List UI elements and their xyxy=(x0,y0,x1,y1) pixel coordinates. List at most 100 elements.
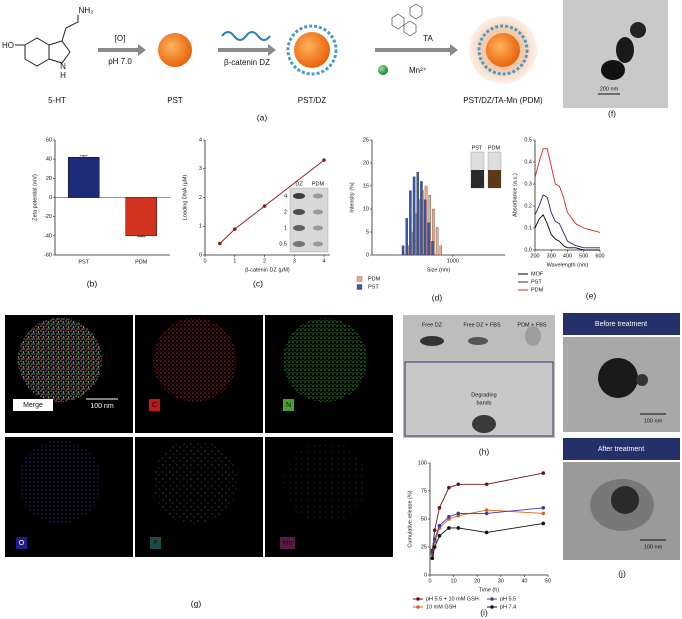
x-tick-label: 50 xyxy=(545,578,551,584)
line xyxy=(219,159,325,244)
bar xyxy=(409,190,412,256)
scale-bar-label: 100 nm xyxy=(644,418,663,424)
marker xyxy=(541,511,546,516)
legend-marker xyxy=(490,605,494,609)
y-tick-label: 0.0 xyxy=(524,247,532,253)
marker xyxy=(456,511,461,516)
particle xyxy=(598,358,638,398)
element-label: C xyxy=(152,402,157,409)
inset-label: PST xyxy=(472,145,483,151)
y-axis-title: Absorbance (a.u.) xyxy=(512,173,518,217)
line xyxy=(534,213,600,251)
marker xyxy=(430,556,435,560)
gel-band xyxy=(293,193,305,199)
scale-bar-label: 200 nm xyxy=(600,86,619,92)
x-tick-label: 0 xyxy=(203,258,206,264)
legend-swatch xyxy=(356,284,363,290)
legend-label: pH 5.5 xyxy=(500,596,516,602)
inset-label: PDM xyxy=(488,145,501,151)
marker xyxy=(437,534,442,538)
header-label: After treatment xyxy=(598,446,644,453)
legend-label: PDM xyxy=(368,276,381,282)
marker xyxy=(322,158,326,162)
panel-label: (h) xyxy=(479,446,490,456)
marker xyxy=(456,482,461,487)
legend-label: 10 mM GSH xyxy=(426,604,456,610)
x-tick-label: 0 xyxy=(428,578,431,584)
y-tick-label: 0.5 xyxy=(524,137,532,143)
element-label: Merge xyxy=(23,402,43,409)
scheme xyxy=(15,15,79,67)
y-tick-label: 0.4 xyxy=(524,159,532,165)
gel-band xyxy=(293,225,305,231)
ring-atom: H xyxy=(60,71,66,80)
benzene-ring xyxy=(24,37,50,67)
label-box xyxy=(149,399,160,411)
y-tick-label: 4 xyxy=(199,137,202,143)
y-tick-label: 0.3 xyxy=(524,181,532,187)
header xyxy=(563,438,680,460)
compound-label: PST/DZ xyxy=(298,96,327,105)
marker xyxy=(262,204,267,208)
marker xyxy=(456,526,461,530)
y-tick-label: 20 xyxy=(363,160,369,166)
header xyxy=(563,313,680,335)
pyrrole-ring xyxy=(48,40,71,64)
y-tick-label: 25 xyxy=(363,137,369,143)
legend-marker xyxy=(416,605,420,609)
band xyxy=(525,326,541,346)
bar xyxy=(435,227,439,256)
band xyxy=(472,415,496,433)
x-axis-title: Wavelength (nm) xyxy=(547,262,589,268)
y-axis-title: Intensity (%) xyxy=(349,182,355,213)
compound-label: PST/DZ/TA-Mn (PDM) xyxy=(463,96,543,105)
ring-atom: N xyxy=(60,62,66,71)
inset-label: PDM xyxy=(312,181,325,187)
y-tick-label: 100 xyxy=(418,460,427,466)
y-tick-label: 3 xyxy=(199,166,202,172)
marker xyxy=(432,528,437,532)
x-tick-label: PST xyxy=(78,259,89,265)
marker xyxy=(432,545,437,549)
bar xyxy=(405,218,408,256)
dna-strand xyxy=(221,31,271,41)
inset-label: 0.5 xyxy=(279,241,287,247)
tem-image xyxy=(563,0,668,108)
ta-molecule xyxy=(391,3,423,37)
label-box xyxy=(150,537,161,549)
bar xyxy=(431,241,434,256)
y-tick-label: 0 xyxy=(49,195,52,201)
lane-label: Free DZ xyxy=(422,322,443,328)
bar xyxy=(423,199,427,256)
gel-band xyxy=(313,225,323,231)
marker xyxy=(447,526,451,530)
x-tick-label: 2 xyxy=(263,258,266,264)
bar xyxy=(67,157,100,198)
gel-band xyxy=(313,209,323,215)
x-tick-label: 600 xyxy=(595,253,604,259)
x-tick-label: 3 xyxy=(293,258,296,264)
x-axis-title: Time (h) xyxy=(479,587,499,593)
vial-liquid xyxy=(471,170,484,188)
scale-bar-label: 100 nm xyxy=(644,544,663,550)
y-tick-label: 2 xyxy=(199,195,202,201)
legend-label: PST xyxy=(531,279,542,285)
line xyxy=(534,148,601,233)
x-tick-label: 20 xyxy=(474,578,480,584)
lane-label: PDM + FBS xyxy=(517,322,547,328)
mapping-grid xyxy=(5,315,393,557)
line xyxy=(534,194,600,249)
panel-label: (f) xyxy=(608,108,616,118)
y-tick-label: 0.1 xyxy=(524,225,532,231)
y-tick-label: 25 xyxy=(421,544,427,550)
particle xyxy=(611,486,639,514)
side-chain xyxy=(61,15,79,42)
bar xyxy=(412,176,416,256)
panel-label: (a) xyxy=(257,112,268,122)
reagent: TA xyxy=(423,34,433,43)
x-tick-label: 300 xyxy=(547,253,556,259)
y-tick-label: 15 xyxy=(363,183,369,189)
pst-dz-particle xyxy=(294,32,330,68)
x-tick-label: 400 xyxy=(563,253,572,259)
